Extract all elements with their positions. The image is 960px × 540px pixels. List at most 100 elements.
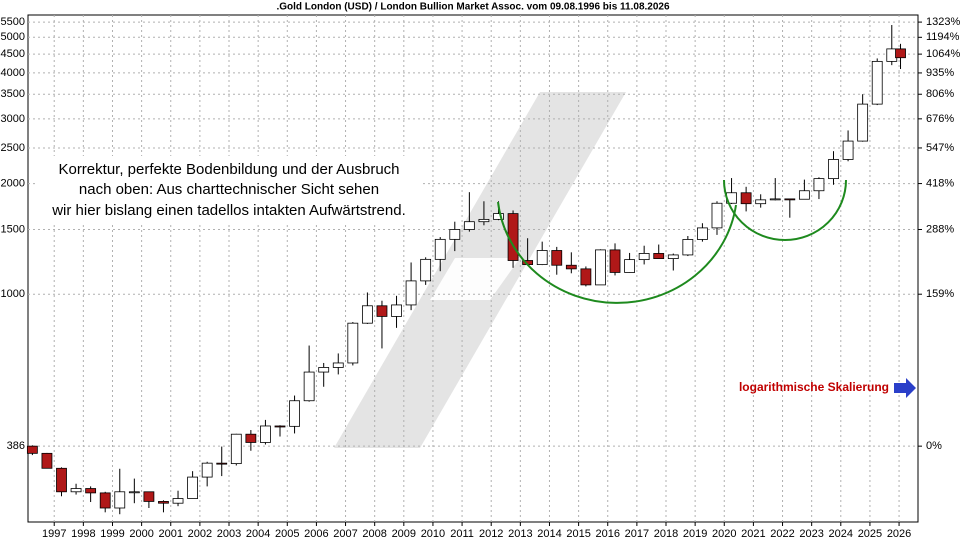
candle-body — [595, 249, 606, 286]
y2-tick-label: 547% — [926, 142, 954, 154]
candle-body — [158, 501, 169, 504]
candle-body — [289, 400, 300, 427]
x-tick-label: 2011 — [450, 528, 474, 540]
candle-body — [565, 264, 577, 270]
y2-tick-label: 418% — [926, 177, 954, 189]
candle-body — [172, 498, 184, 504]
candle-body — [711, 202, 723, 229]
candle-body — [653, 253, 665, 259]
x-tick-label: 2021 — [741, 528, 765, 540]
y-tick-label: 4500 — [1, 48, 25, 60]
candle-body — [318, 367, 330, 373]
candle-body — [230, 433, 242, 465]
candle-body — [274, 425, 286, 428]
candle-body — [420, 258, 432, 282]
y2-tick-label: 159% — [926, 288, 954, 300]
x-tick-label: 2023 — [799, 528, 823, 540]
y-tick-label: 5000 — [1, 31, 25, 43]
x-tick-label: 2025 — [858, 528, 882, 540]
y-tick-label: 386 — [7, 440, 25, 452]
x-tick-label: 2024 — [829, 528, 853, 540]
candle-body — [41, 452, 53, 469]
x-tick-label: 2008 — [362, 528, 386, 540]
x-tick-label: 2013 — [508, 528, 532, 540]
candle-body — [56, 467, 67, 493]
x-tick-label: 2018 — [654, 528, 678, 540]
candle-body — [682, 239, 694, 256]
candle-body — [332, 362, 344, 368]
x-tick-label: 2015 — [566, 528, 590, 540]
y-tick-label: 4000 — [1, 67, 25, 79]
candle-body — [70, 488, 82, 493]
x-tick-label: 2006 — [304, 528, 328, 540]
scale-note: logarithmische Skalierung — [739, 380, 889, 394]
candle-body — [434, 238, 446, 260]
candle-body — [580, 268, 592, 286]
candle-body — [624, 259, 635, 273]
candle-body — [638, 253, 650, 261]
x-tick-label: 1997 — [42, 528, 66, 540]
candle-body — [609, 249, 621, 273]
candle-body — [449, 229, 461, 240]
candle-body — [507, 213, 519, 261]
x-tick-label: 2001 — [159, 528, 183, 540]
x-tick-label: 2017 — [625, 528, 649, 540]
y-tick-label: 1000 — [1, 288, 25, 300]
candle-body — [769, 198, 781, 201]
x-tick-label: 2012 — [479, 528, 503, 540]
x-tick-label: 2010 — [421, 528, 445, 540]
x-tick-label: 2009 — [392, 528, 416, 540]
candle-body — [493, 213, 504, 220]
y-tick-label: 2500 — [1, 142, 25, 154]
annotation-line: wir hier bislang einen tadellos intakten… — [51, 202, 406, 219]
x-tick-label: 2007 — [333, 528, 357, 540]
candle-body — [99, 492, 111, 509]
candle-body — [128, 491, 140, 494]
candle-body — [667, 254, 679, 259]
candle-body — [857, 103, 869, 142]
candle-body — [361, 305, 373, 324]
candle-body — [536, 250, 548, 265]
y-tick-label: 3000 — [1, 113, 25, 125]
candle-body — [697, 227, 708, 240]
candle-body — [478, 218, 490, 223]
annotation-line: nach oben: Aus charttechnischer Sicht se… — [79, 181, 379, 198]
y2-tick-label: 0% — [926, 440, 942, 452]
y-tick-label: 1500 — [1, 223, 25, 235]
y2-tick-label: 288% — [926, 223, 954, 235]
candle-body — [201, 462, 213, 478]
x-tick-label: 2014 — [537, 528, 561, 540]
candle-body — [260, 425, 271, 443]
y2-tick-label: 676% — [926, 113, 954, 125]
candle-body — [187, 476, 198, 499]
candle-body — [871, 60, 883, 105]
candle-body — [303, 371, 315, 402]
candle-body — [114, 491, 126, 509]
y-tick-label: 3500 — [1, 88, 25, 100]
candle-body — [842, 140, 854, 160]
candle-body — [740, 192, 752, 205]
candle-body — [245, 433, 257, 443]
candle-body — [551, 250, 563, 266]
x-tick-label: 2022 — [770, 528, 794, 540]
candle-body — [784, 198, 796, 201]
x-tick-label: 1998 — [71, 528, 95, 540]
candle-body — [405, 280, 417, 306]
x-tick-label: 2026 — [887, 528, 911, 540]
candle-body — [26, 445, 38, 454]
y-tick-label: 2000 — [1, 177, 25, 189]
x-tick-label: 2016 — [595, 528, 619, 540]
x-tick-label: 2020 — [712, 528, 736, 540]
candle-body — [216, 462, 228, 465]
x-tick-label: 2000 — [129, 528, 153, 540]
candle-body — [391, 304, 402, 317]
y2-tick-label: 935% — [926, 67, 954, 79]
candle-body — [143, 491, 155, 502]
y2-tick-label: 1064% — [926, 48, 960, 60]
y2-tick-label: 806% — [926, 88, 954, 100]
x-tick-label: 2002 — [188, 528, 212, 540]
y2-tick-label: 1194% — [926, 31, 960, 43]
candle-body — [376, 305, 388, 317]
candle-body — [828, 159, 839, 180]
